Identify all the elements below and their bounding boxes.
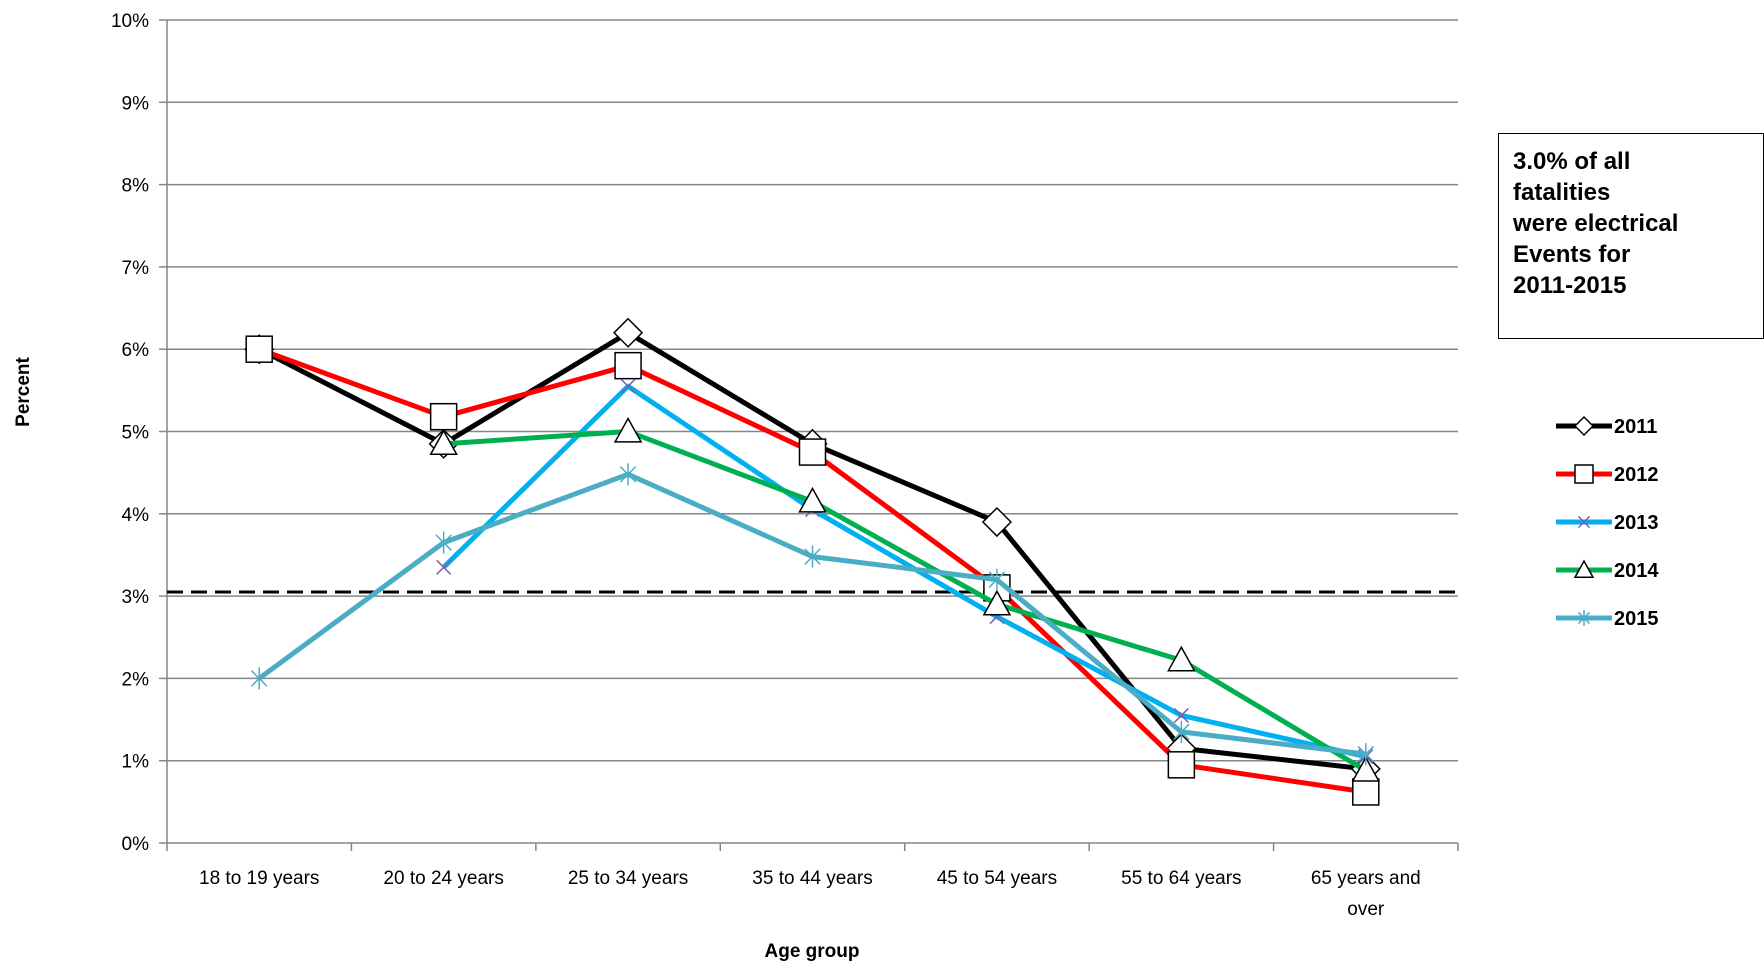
series-2012 [245,335,1380,806]
x-axis-title: Age group [765,941,860,962]
marker-triangle [613,416,643,443]
marker-triangle [1351,756,1381,782]
legend-item-2015: 2015 [1556,608,1659,630]
series-line-2012 [258,346,1367,795]
marker-asterisk [804,545,821,568]
marker-square [1167,751,1196,779]
y-tick-label: 1% [122,752,150,773]
marker-x [1577,515,1591,529]
marker-triangle [798,486,827,513]
marker-square [1574,464,1594,484]
marker-x-stroke [620,378,636,394]
marker-diamond [613,317,644,348]
y-tick-label: 8% [122,176,150,197]
series-line-2013 [441,383,1367,760]
annotation-line: 2011-2015 [1513,272,1627,299]
marker-x-stroke [1173,707,1189,723]
legend-item-2014: 2014 [1556,559,1659,582]
y-tick-label: 10% [111,11,149,32]
x-tick-label: 55 to 64 years [1121,868,1241,889]
marker-x [1173,707,1189,723]
legend: 2011 2012 2013 2014 2015 [1556,415,1659,630]
x-tick-labels: 18 to 19 years 20 to 24 years 25 to 34 yea… [199,868,1421,920]
marker-triangle [1573,559,1595,578]
y-tick-label: 2% [122,669,150,690]
y-tick-label: 5% [122,423,150,444]
marker-asterisk [1357,743,1375,766]
series-2014 [429,416,1381,782]
series-2015 [250,463,1375,766]
gridlines [167,19,1458,762]
marker-asterisk [1577,610,1591,626]
x-tick-label: 25 to 34 years [568,868,688,889]
annotation-line: Events for [1513,241,1631,268]
x-tick-label: 20 to 24 years [383,868,503,889]
marker-asterisk [619,463,637,486]
marker-square [429,402,458,431]
y-tick-label: 0% [122,834,150,855]
x-tick-label: 45 to 54 years [937,868,1057,889]
y-tick-labels: 0% 1% 2% 3% 4% 5% 6% 7% 8% 9% 10% [111,11,149,855]
x-tick-label: 35 to 44 years [752,868,872,889]
y-tick-label: 3% [122,587,150,608]
annotation-line: fatalities [1513,179,1611,206]
marker-x-stroke [436,559,452,575]
marker-square [614,351,642,380]
y-tick-label: 9% [122,93,150,114]
legend-item-2011: 2011 [1556,415,1657,438]
legend-label: 2013 [1614,512,1659,534]
marker-diamond [981,506,1012,538]
x-tick-label: 18 to 19 years [199,868,319,889]
y-tick-label: 4% [122,505,150,526]
annotation-box: 3.0% of all fatalities were electrical Even… [1498,133,1764,339]
legend-label: 2011 [1614,416,1657,438]
marker-x [436,559,452,575]
marker-asterisk [250,667,268,690]
marker-asterisk [435,531,452,554]
legend-item-2012: 2012 [1556,464,1659,486]
legend-label: 2015 [1614,608,1659,630]
marker-square [245,335,273,363]
legend-item-2013: 2013 [1556,512,1659,534]
annotation-line: were electrical [1513,210,1679,237]
legend-label: 2014 [1614,560,1659,582]
annotation-line: 3.0% of all [1513,148,1631,175]
legend-label: 2012 [1614,464,1659,486]
series-line-2015 [257,471,1367,757]
marker-triangle [1167,645,1196,672]
axes [159,19,1459,851]
marker-asterisk [988,568,1006,591]
marker-square [798,438,827,466]
marker-asterisk [1173,720,1190,743]
y-tick-label: 6% [122,340,150,361]
marker-square [1352,778,1380,806]
series-group [244,317,1381,806]
y-tick-label: 7% [122,258,150,279]
marker-triangle [982,589,1012,616]
marker-x-stroke [1577,515,1591,529]
marker-x [620,378,636,394]
x-tick-label: 65 years and over [1311,868,1421,920]
y-axis-title: Percent [13,356,34,426]
marker-diamond [1573,415,1595,437]
series-line-2014 [443,429,1368,773]
marker-triangle [429,429,458,455]
